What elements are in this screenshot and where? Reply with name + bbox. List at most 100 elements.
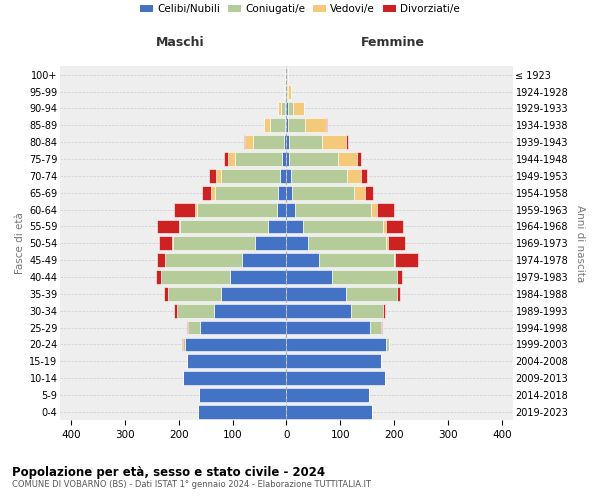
Bar (308, 236, 386, 250)
Bar (157, 220, 179, 234)
Bar (397, 287, 400, 301)
Bar (302, 220, 383, 234)
Bar (346, 287, 397, 301)
Bar (286, 186, 292, 200)
Bar (287, 84, 288, 98)
Bar (286, 102, 287, 116)
Bar (175, 304, 177, 318)
Bar (177, 304, 214, 318)
Bar (268, 220, 286, 234)
Bar (319, 253, 394, 267)
Bar (361, 169, 367, 183)
Bar (338, 152, 356, 166)
Bar (286, 287, 346, 301)
Legend: Celibi/Nubili, Coniugati/e, Vedovi/e, Divorziati/e: Celibi/Nubili, Coniugati/e, Vedovi/e, Di… (136, 0, 464, 18)
Bar (286, 320, 370, 334)
Bar (221, 169, 280, 183)
Bar (182, 338, 185, 351)
Bar (187, 354, 286, 368)
Bar (326, 118, 327, 132)
Bar (282, 152, 286, 166)
Bar (286, 354, 381, 368)
Bar (200, 320, 286, 334)
Bar (202, 186, 211, 200)
Bar (245, 136, 253, 149)
Bar (211, 186, 215, 200)
Bar (168, 287, 221, 301)
Bar (164, 287, 168, 301)
Bar (286, 118, 288, 132)
Bar (216, 169, 221, 183)
Bar (347, 169, 361, 183)
Bar (277, 202, 286, 216)
Bar (354, 186, 365, 200)
Bar (287, 102, 293, 116)
Bar (221, 287, 286, 301)
Bar (370, 320, 381, 334)
Bar (265, 118, 270, 132)
Bar (286, 202, 295, 216)
Bar (371, 202, 377, 216)
Bar (159, 236, 172, 250)
Text: Popolazione per età, sesso e stato civile - 2024: Popolazione per età, sesso e stato civil… (12, 466, 325, 479)
Bar (270, 118, 285, 132)
Bar (365, 186, 373, 200)
Bar (215, 186, 278, 200)
Bar (386, 220, 403, 234)
Y-axis label: Anni di nascita: Anni di nascita (575, 204, 585, 282)
Bar (278, 102, 281, 116)
Bar (292, 186, 354, 200)
Bar (175, 202, 195, 216)
Bar (286, 253, 319, 267)
Bar (381, 320, 382, 334)
Bar (383, 220, 386, 234)
Bar (281, 102, 286, 116)
Bar (179, 220, 181, 234)
Bar (197, 405, 286, 419)
Bar (356, 152, 361, 166)
Bar (286, 371, 385, 385)
Bar (188, 320, 200, 334)
Bar (322, 136, 346, 149)
Bar (286, 220, 302, 234)
Bar (332, 270, 397, 284)
Bar (195, 202, 197, 216)
Bar (155, 270, 161, 284)
Bar (286, 304, 351, 318)
Bar (394, 253, 395, 267)
Bar (173, 236, 255, 250)
Bar (293, 102, 304, 116)
Bar (386, 236, 388, 250)
Bar (285, 118, 286, 132)
Bar (351, 304, 383, 318)
Bar (286, 388, 369, 402)
Bar (224, 152, 229, 166)
Bar (253, 136, 284, 149)
Bar (185, 338, 286, 351)
Bar (386, 338, 389, 351)
Bar (181, 220, 268, 234)
Text: Femmine: Femmine (361, 36, 425, 50)
Y-axis label: Fasce di età: Fasce di età (15, 212, 25, 274)
Bar (157, 253, 165, 267)
Bar (289, 152, 338, 166)
Bar (166, 253, 242, 267)
Bar (242, 253, 286, 267)
Text: Maschi: Maschi (156, 36, 205, 50)
Bar (395, 253, 418, 267)
Bar (197, 202, 277, 216)
Bar (286, 270, 332, 284)
Bar (278, 186, 286, 200)
Bar (244, 136, 245, 149)
Bar (209, 169, 216, 183)
Bar (397, 270, 402, 284)
Text: COMUNE DI VOBARNO (BS) - Dati ISTAT 1° gennaio 2024 - Elaborazione TUTTITALIA.IT: COMUNE DI VOBARNO (BS) - Dati ISTAT 1° g… (12, 480, 371, 489)
Bar (229, 152, 235, 166)
Bar (199, 388, 286, 402)
Bar (187, 320, 188, 334)
Bar (286, 152, 289, 166)
Bar (383, 304, 385, 318)
Bar (280, 169, 286, 183)
Bar (388, 236, 405, 250)
Bar (289, 136, 322, 149)
